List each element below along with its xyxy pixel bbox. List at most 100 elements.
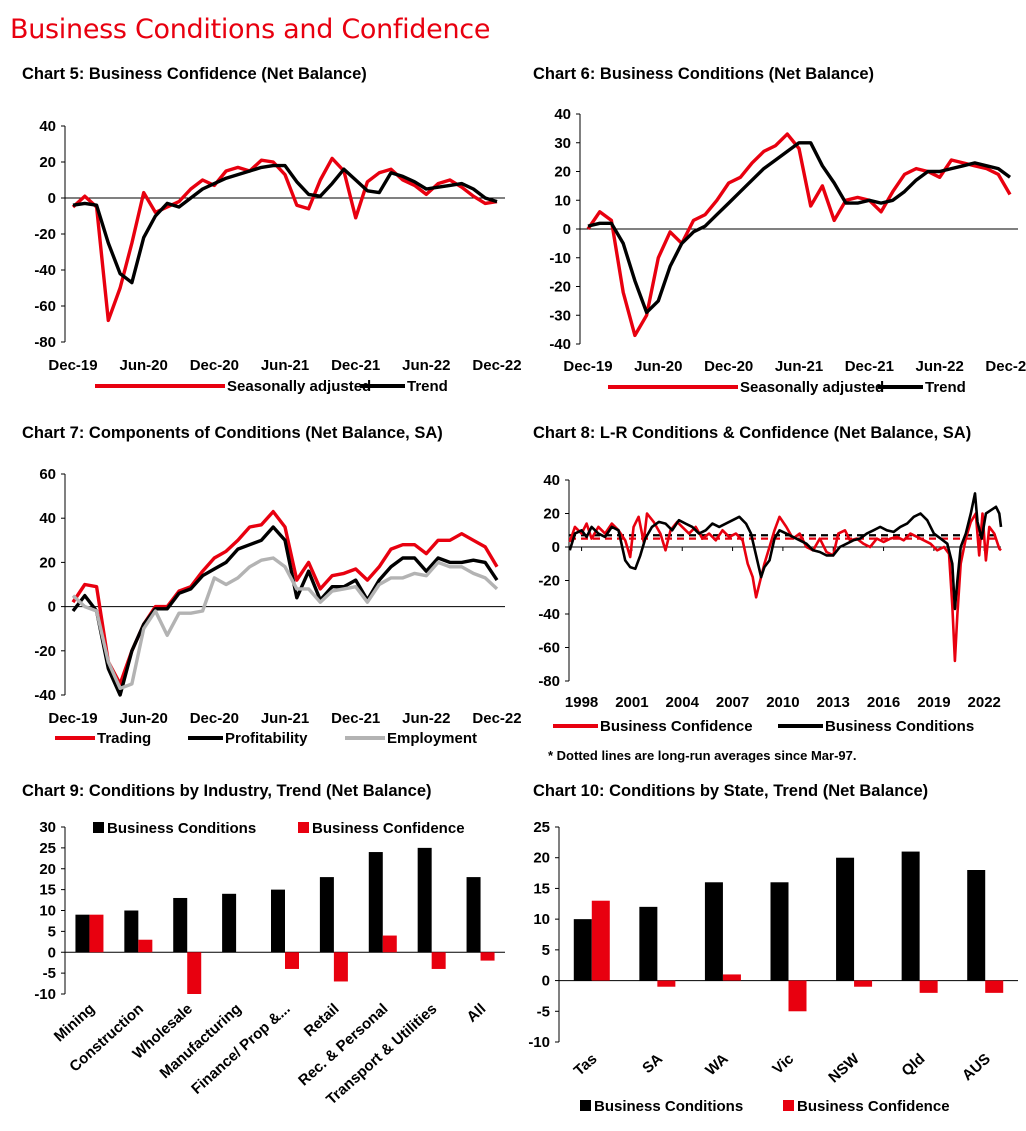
- c9-bar-business-conditions-all: [466, 877, 481, 953]
- c8-ytick: 40: [543, 472, 560, 489]
- c7-series-employment: [71, 556, 499, 691]
- c5-ytick: -60: [34, 298, 56, 315]
- c10-ytick: 10: [533, 911, 550, 928]
- c9-legend-swatch-business-conditions: [93, 822, 104, 833]
- c6-ytick: -10: [549, 250, 571, 267]
- c10-bar-business-conditions-nsw: [836, 857, 855, 981]
- c9-bar-business-conditions-transport-utilities: [417, 847, 432, 953]
- c5-xtick: Dec-19: [48, 357, 97, 374]
- c8-ytick: -80: [538, 673, 560, 690]
- c9-bar-business-conditions-wholesale: [173, 897, 188, 953]
- c7-xtick: Jun-21: [261, 710, 309, 727]
- c8-ytick: -40: [538, 606, 560, 623]
- c9-ytick: -10: [34, 986, 56, 1003]
- chart8-title: Chart 8: L-R Conditions & Confidence (Ne…: [533, 424, 972, 442]
- c8-series-business-conditions: [568, 492, 1003, 611]
- c10-bar-business-conditions-aus: [967, 870, 986, 981]
- chart7-title: Chart 7: Components of Conditions (Net B…: [22, 424, 443, 442]
- c6-ytick: -20: [549, 279, 571, 296]
- c9-bar-business-conditions-construction: [124, 910, 139, 953]
- c8-legend-label-business-conditions: Business Conditions: [825, 718, 974, 735]
- c10-bar-business-confidence-aus: [985, 980, 1004, 993]
- c5-ytick: -80: [34, 334, 56, 351]
- c6-xtick: Dec-19: [563, 358, 612, 375]
- c7-legend-label-profitability: Profitability: [225, 730, 308, 747]
- c9-bar-business-conditions-rec-personal: [368, 852, 383, 953]
- c6-ytick: -40: [549, 336, 571, 353]
- c6-series-seasonally-adjusted: [586, 132, 1012, 338]
- c7-xtick: Jun-20: [119, 710, 167, 727]
- c10-bar-business-conditions-qld: [901, 851, 920, 981]
- c10-bar-business-confidence-nsw: [854, 980, 873, 987]
- c10-ytick: 0: [542, 973, 550, 990]
- c6-ytick: 10: [554, 192, 571, 209]
- c7-ytick: 0: [48, 599, 56, 616]
- c6-ytick: 30: [554, 135, 571, 152]
- c9-ytick: -5: [43, 965, 56, 982]
- c9-bar-business-confidence-construction: [138, 939, 153, 953]
- c6-xtick: Jun-21: [775, 358, 823, 375]
- chart8-long-run-conditions-confidence: 40 20 0 -20 -40 -60 -80 1998 2001 2004 2007 2010 201…: [538, 472, 1003, 735]
- c9-ytick: 20: [39, 861, 56, 878]
- c6-xtick: Jun-20: [634, 358, 682, 375]
- c9-category-label: All: [464, 1000, 490, 1025]
- c10-category-label: Vic: [769, 1050, 797, 1078]
- c6-legend-label-seasonally-adjusted: Seasonally adjusted: [740, 379, 884, 396]
- c6-series-trend: [587, 141, 1012, 315]
- c6-ytick: 0: [563, 221, 571, 238]
- c9-ytick: 15: [39, 882, 56, 899]
- c9-bar-business-confidence-mining: [89, 914, 104, 953]
- c6-ytick: 40: [554, 106, 571, 123]
- c10-ytick: 5: [542, 942, 550, 959]
- c8-xtick: 2022: [968, 694, 1001, 711]
- c6-xtick: Dec-22: [985, 358, 1026, 375]
- chart5-business-confidence: 40 20 0 -20 -40 -60 -80 Dec-19 Jun-20 Dec-20 Jun-2…: [34, 118, 521, 395]
- c8-xtick: 2019: [917, 694, 950, 711]
- c5-ytick: 0: [48, 190, 56, 207]
- c6-xtick: Jun-22: [915, 358, 963, 375]
- c9-bar-business-confidence-transport-utilities: [431, 952, 446, 969]
- c9-bar-business-conditions-finance-prop: [271, 889, 285, 953]
- c8-ytick: 0: [552, 539, 560, 556]
- c7-ytick: 20: [39, 554, 56, 571]
- c6-ytick: -30: [549, 307, 571, 324]
- c8-xtick: 2016: [867, 694, 900, 711]
- c7-xtick: Dec-20: [190, 710, 239, 727]
- c9-legend-label-business-conditions: Business Conditions: [107, 820, 256, 837]
- c10-bar-business-confidence-qld: [919, 980, 938, 993]
- c8-xtick: 2013: [817, 694, 850, 711]
- c10-category-label: SA: [639, 1050, 666, 1077]
- chart6-business-conditions: 40 30 20 10 0 -10 -20 -30 -40 Dec-19 Jun-20 Dec-20 J…: [549, 106, 1026, 396]
- c7-ytick: 60: [39, 466, 56, 483]
- c10-ytick: 20: [533, 850, 550, 867]
- c7-xtick: Jun-22: [402, 710, 450, 727]
- c9-bar-business-conditions-retail: [319, 877, 334, 953]
- c10-legend-swatch-business-conditions: [580, 1100, 591, 1111]
- c5-xtick: Jun-22: [402, 357, 450, 374]
- c8-ytick: 20: [543, 506, 560, 523]
- chart8-note: * Dotted lines are long-run averages sin…: [548, 748, 857, 763]
- c10-ytick: -5: [537, 1003, 550, 1020]
- c5-series-trend: [72, 163, 498, 285]
- c10-bar-business-confidence-tas: [591, 900, 610, 981]
- c5-ytick: 20: [39, 154, 56, 171]
- c7-xtick: Dec-22: [472, 710, 521, 727]
- c8-xtick: 1998: [565, 694, 598, 711]
- chart6-title: Chart 6: Business Conditions (Net Balanc…: [533, 65, 875, 83]
- c10-legend-swatch-business-confidence: [783, 1100, 794, 1111]
- c10-legend-label-business-conditions: Business Conditions: [594, 1098, 743, 1115]
- c9-category-label: Retail: [301, 1000, 343, 1040]
- c5-xtick: Dec-22: [472, 357, 521, 374]
- c9-ytick: 10: [39, 903, 56, 920]
- c9-ytick: 0: [48, 944, 56, 961]
- c10-bar-business-conditions-sa: [639, 906, 658, 981]
- c7-series-profitability: [71, 525, 499, 697]
- c10-legend-label-business-confidence: Business Confidence: [797, 1098, 950, 1115]
- c9-bar-business-confidence-all: [480, 952, 495, 961]
- c9-bar-business-conditions-mining: [75, 914, 90, 953]
- c9-bar-business-confidence-rec-personal: [382, 935, 397, 953]
- c5-series-seasonally-adjusted: [71, 156, 498, 323]
- c7-legend-label-trading: Trading: [97, 730, 151, 747]
- c10-ytick: 25: [533, 819, 550, 836]
- c5-ytick: -40: [34, 262, 56, 279]
